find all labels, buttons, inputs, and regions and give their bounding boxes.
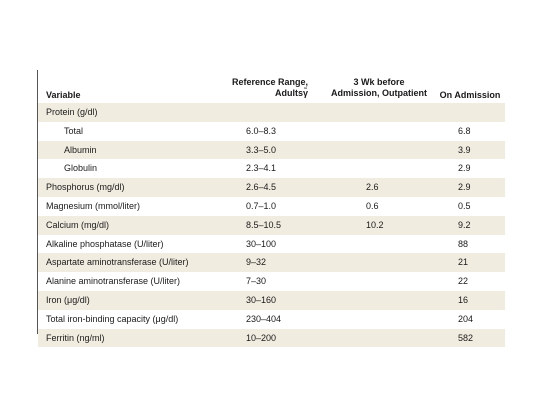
table-row: Calcium (mg/dl) 8.5–10.5 10.2 9.2	[38, 215, 505, 235]
cell-reference: 6.0–8.3	[246, 125, 277, 136]
cell-variable: Aspartate aminotransferase (U/liter)	[46, 257, 189, 268]
cell-on-admission: 88	[458, 238, 469, 249]
lab-values-table: Variable Reference Range, Adultsγ̃ 3 Wk …	[37, 70, 505, 348]
cell-reference: 9–32	[246, 257, 267, 268]
cell-3wk-before: 2.6	[366, 182, 379, 193]
table-row: Alkaline phosphatase (U/liter) 30–100 88	[38, 235, 505, 254]
table-row: Ferritin (ng/ml) 10–200 582	[38, 328, 505, 348]
cell-3wk-before: 10.2	[366, 219, 384, 230]
cell-on-admission: 582	[458, 332, 474, 343]
header-reference-line2: Adultsγ̃	[274, 88, 308, 98]
cell-on-admission: 204	[458, 313, 474, 324]
cell-variable: Total	[64, 125, 84, 136]
table-row: Aspartate aminotransferase (U/liter) 9–3…	[38, 253, 505, 273]
cell-variable: Ferritin (ng/ml)	[46, 332, 105, 343]
cell-variable: Alkaline phosphatase (U/liter)	[46, 238, 164, 249]
cell-reference: 2.6–4.5	[246, 182, 277, 193]
table-row: Phosphorus (mg/dl) 2.6–4.5 2.6 2.9	[38, 178, 505, 197]
cell-on-admission: 2.9	[458, 182, 471, 193]
cell-variable: Phosphorus (mg/dl)	[46, 182, 125, 193]
table-row: Iron (μg/dl) 30–160 16	[38, 290, 505, 310]
cell-variable: Total iron-binding capacity (μg/dl)	[46, 313, 179, 324]
cell-variable: Protein (g/dl)	[46, 107, 98, 117]
cell-3wk-before: 0.6	[366, 200, 379, 211]
header-3wk-line1: 3 Wk before	[353, 77, 405, 87]
header-reference-line1: Reference Range,	[231, 77, 308, 87]
cell-reference: 3.3–5.0	[246, 144, 277, 155]
header-on-admission: On Admission	[439, 90, 501, 100]
cell-on-admission: 21	[458, 257, 469, 268]
header-reference-range: Reference Range, Adultsγ̃	[218, 77, 308, 99]
cell-variable: Albumin	[64, 144, 97, 155]
cell-on-admission: 6.8	[458, 125, 471, 136]
cell-reference: 8.5–10.5	[246, 219, 282, 230]
cell-reference: 30–100	[246, 238, 277, 249]
cell-reference: 230–404	[246, 313, 282, 324]
cell-reference: 0.7–1.0	[246, 200, 277, 211]
table-row: Total 6.0–8.3 6.8	[38, 122, 505, 141]
cell-on-admission: 2.9	[458, 163, 471, 174]
cell-reference: 10–200	[246, 332, 277, 343]
table-header: Variable Reference Range, Adultsγ̃ 3 Wk …	[38, 70, 505, 103]
cell-on-admission: 9.2	[458, 219, 471, 230]
cell-variable: Globulin	[64, 163, 98, 174]
cell-on-admission: 22	[458, 276, 469, 287]
table-row: Globulin 2.3–4.1 2.9	[38, 159, 505, 178]
cell-variable: Alanine aminotransferase (U/liter)	[46, 276, 181, 287]
cell-on-admission: 0.5	[458, 200, 471, 211]
table-body: Protein (g/dl) Total 6.0–8.3 6.8 Albumin…	[38, 103, 505, 348]
header-3wk-line2: Admission, Outpatient	[330, 88, 427, 98]
cell-reference: 30–160	[246, 294, 277, 305]
table-row: Alanine aminotransferase (U/liter) 7–30 …	[38, 272, 505, 291]
cell-variable: Calcium (mg/dl)	[46, 219, 110, 230]
cell-reference: 7–30	[246, 276, 267, 287]
header-variable: Variable	[46, 90, 81, 100]
table-row: Albumin 3.3–5.0 3.9	[38, 140, 505, 160]
cell-variable: Iron (μg/dl)	[46, 294, 90, 305]
table-row: Protein (g/dl)	[38, 103, 505, 122]
header-3wk-before: 3 Wk before Admission, Outpatient	[314, 77, 444, 99]
cell-on-admission: 3.9	[458, 144, 471, 155]
cell-variable: Magnesium (mmol/liter)	[46, 200, 141, 211]
cell-reference: 2.3–4.1	[246, 163, 277, 174]
table-row: Total iron-binding capacity (μg/dl) 230–…	[38, 310, 505, 329]
cell-on-admission: 16	[458, 294, 469, 305]
table-row: Magnesium (mmol/liter) 0.7–1.0 0.6 0.5	[38, 197, 505, 216]
